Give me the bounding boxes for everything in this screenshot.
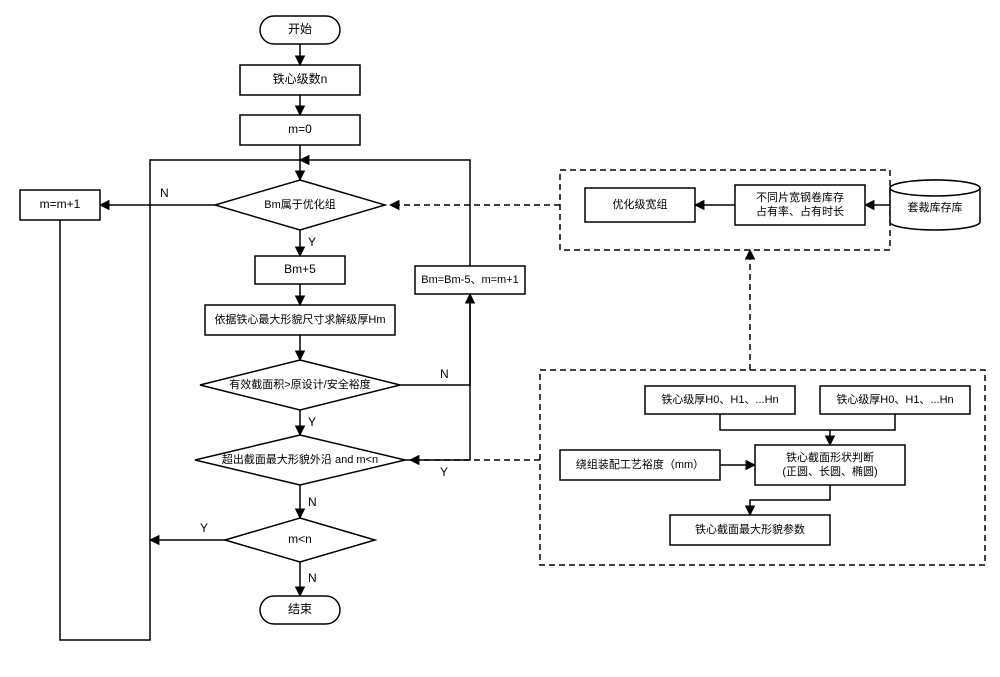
edge-thick1-shape: [720, 414, 830, 445]
label-shape-judge-1: 铁心截面形状判断: [786, 450, 874, 464]
edge-label-douter-y: Y: [440, 465, 448, 479]
label-bm5: Bm+5: [284, 262, 316, 276]
label-stock-ratio-2: 占有率、占有时长: [756, 204, 844, 218]
label-solve-hm: 依据铁心最大形貌尺寸求解级厚Hm: [214, 312, 385, 326]
edge-label-darea-y: Y: [308, 415, 316, 429]
node-stock-db: 套裁库存库: [890, 180, 980, 230]
edge-label-dmn-n: N: [308, 571, 317, 585]
flowchart-canvas: 开始 铁心级数n m=0 Bm属于优化组 Bm+5 依据铁心最大形貌尺寸求解级厚…: [0, 0, 1000, 677]
label-assy-margin: 绕组装配工艺裕度（mm）: [576, 457, 704, 471]
label-lvl-thick1: 铁心级厚H0、H1、...Hn: [661, 393, 778, 406]
label-mpp: m=m+1: [40, 197, 81, 211]
label-lvl-thick2: 铁心级厚H0、H1、...Hn: [836, 393, 953, 406]
label-stock-db: 套裁库存库: [908, 200, 963, 214]
label-stock-ratio-1: 不同片宽钢卷库存: [756, 190, 844, 204]
label-bm-minus: Bm=Bm-5、m=m+1: [421, 274, 519, 286]
edge-label-dopt-n: N: [160, 186, 169, 200]
label-n-level: 铁心级数n: [273, 71, 328, 86]
label-end: 结束: [288, 602, 312, 616]
label-opt-group: 优化级宽组: [613, 197, 668, 211]
label-d-opt: Bm属于优化组: [264, 197, 336, 211]
edge-shape-maxprofile: [750, 485, 830, 515]
edge-label-dopt-y: Y: [308, 235, 316, 249]
edge-label-darea-n: N: [440, 367, 449, 381]
label-d-outer: 超出截面最大形貌外沿 and m<n: [222, 452, 378, 466]
label-d-area: 有效截面积>原设计/安全裕度: [229, 377, 370, 391]
label-shape-judge-2: (正圆、长圆、椭圆): [782, 464, 877, 478]
edge-label-dmn-y: Y: [200, 521, 208, 535]
label-max-profile: 铁心截面最大形貌参数: [695, 522, 805, 536]
label-start: 开始: [288, 22, 312, 36]
label-d-mn: m<n: [288, 532, 312, 546]
label-m0: m=0: [288, 122, 312, 136]
edge-label-douter-n: N: [308, 495, 317, 509]
edge-douter-y: [405, 294, 470, 460]
edge-darea-n: [400, 294, 470, 385]
edge-thick2-shape: [830, 414, 895, 430]
